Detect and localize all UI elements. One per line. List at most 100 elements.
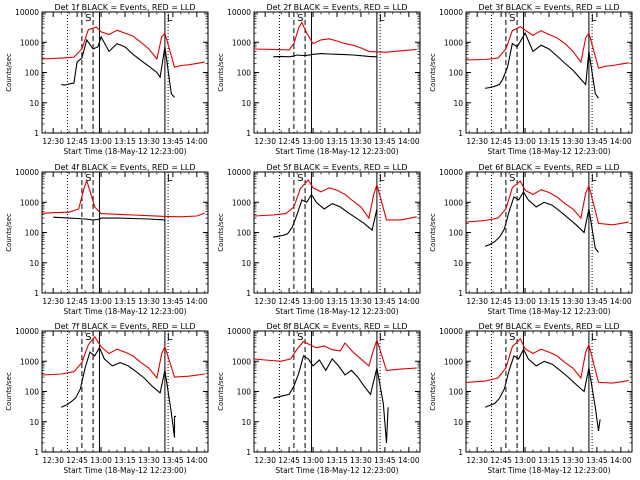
y-tick-label: 100 (449, 69, 464, 78)
y-tick-label: 1 (246, 289, 251, 298)
x-tick-label: 12:45 (66, 456, 88, 465)
x-tick-label: 13:15 (326, 297, 348, 306)
y-tick-label: 10000 (439, 168, 463, 177)
y-tick-label: 10000 (227, 8, 251, 17)
panel-title: Det 7f BLACK = Events, RED = LLD (54, 322, 195, 331)
events-series-line (485, 31, 599, 99)
y-tick-label: 1 (34, 289, 39, 298)
events-series-line (484, 347, 601, 431)
x-tick-label: 13:15 (538, 137, 560, 146)
marker-label: S (509, 13, 515, 24)
x-tick-label: 12:45 (278, 137, 300, 146)
x-tick-label: 13:30 (350, 137, 372, 146)
x-tick-label: 13:00 (90, 456, 112, 465)
chart-panel-7: 1 10 100 1000 10000 12:30 12:45 13:00 13:15 13:30… (5, 322, 209, 475)
y-tick-label: 1000 (232, 198, 251, 207)
y-tick-label: 10000 (15, 8, 39, 17)
y-tick-label: 100 (237, 388, 252, 397)
x-tick-label: 13:00 (90, 297, 112, 306)
x-axis-label: Start Time (18-May-12 12:23:00) (63, 466, 186, 475)
panel-title: Det 1f BLACK = Events, RED = LLD (54, 3, 195, 12)
plot-frame (41, 171, 209, 294)
x-tick-label: 13:45 (374, 297, 396, 306)
y-tick-label: 10000 (439, 8, 463, 17)
x-tick-label: 13:00 (302, 137, 324, 146)
y-tick-label: 100 (25, 229, 40, 238)
x-tick-label: 13:30 (138, 456, 160, 465)
x-tick-label: 14:00 (186, 297, 208, 306)
y-tick-label: 10000 (227, 168, 251, 177)
lld-series-line (253, 21, 417, 53)
x-tick-label: 13:30 (350, 456, 372, 465)
y-tick-label: 10 (453, 99, 463, 108)
chart-panel-2: 1 10 100 1000 10000 12:30 12:45 13:00 13:15 13:30… (217, 3, 421, 156)
x-tick-label: 13:45 (586, 456, 608, 465)
x-axis-label: Start Time (18-May-12 12:23:00) (63, 307, 186, 316)
events-series-line (53, 216, 165, 221)
x-tick-label: 13:00 (90, 137, 112, 146)
x-tick-label: 13:45 (162, 456, 184, 465)
plot-frame (465, 171, 633, 294)
marker-label: L (591, 332, 597, 343)
x-tick-label: 14:00 (610, 137, 632, 146)
marker-label: L (591, 13, 597, 24)
y-tick-label: 10 (241, 99, 251, 108)
marker-label: S (297, 332, 303, 343)
y-tick-label: 100 (237, 229, 252, 238)
x-tick-label: 13:15 (114, 297, 136, 306)
lld-series-line (41, 178, 205, 218)
marker-label: L (167, 13, 173, 24)
y-tick-label: 10000 (227, 327, 251, 336)
marker-label: S (297, 173, 303, 184)
y-tick-label: 10 (29, 99, 39, 108)
panel-title: Det 6f BLACK = Events, RED = LLD (478, 163, 619, 172)
chart-panel-5: 1 10 100 1000 10000 12:30 12:45 13:00 13:15 13:30… (217, 163, 421, 316)
marker-label: L (591, 173, 597, 184)
y-tick-label: 1000 (444, 38, 463, 47)
x-axis-label: Start Time (18-May-12 12:23:00) (487, 307, 610, 316)
x-tick-label: 13:15 (538, 297, 560, 306)
y-tick-label: 10 (29, 259, 39, 268)
y-axis-label: Counts/sec (429, 372, 437, 411)
y-tick-label: 1 (34, 129, 39, 138)
lld-series-line (465, 337, 629, 384)
x-tick-label: 13:15 (114, 137, 136, 146)
x-axis-label: Start Time (18-May-12 12:23:00) (275, 307, 398, 316)
y-axis-label: Counts/sec (217, 372, 225, 411)
y-axis-label: Counts/sec (5, 372, 13, 411)
y-tick-label: 1000 (444, 357, 463, 366)
marker-label: S (509, 332, 515, 343)
x-tick-label: 13:45 (162, 137, 184, 146)
x-tick-label: 13:45 (586, 137, 608, 146)
y-tick-label: 10 (29, 418, 39, 427)
y-tick-label: 1000 (232, 357, 251, 366)
marker-label: S (509, 173, 515, 184)
y-axis-label: Counts/sec (217, 53, 225, 92)
y-tick-label: 1 (458, 448, 463, 457)
y-tick-label: 1 (246, 448, 251, 457)
events-series-line (273, 193, 378, 238)
y-tick-label: 1000 (20, 357, 39, 366)
y-tick-label: 1 (458, 129, 463, 138)
marker-label: S (85, 332, 91, 343)
x-tick-label: 12:45 (278, 297, 300, 306)
y-tick-label: 1000 (444, 198, 463, 207)
y-tick-label: 100 (449, 229, 464, 238)
plot-frame (465, 330, 633, 453)
x-tick-label: 13:30 (562, 297, 584, 306)
events-series-line (485, 190, 599, 253)
x-tick-label: 12:30 (254, 456, 276, 465)
x-tick-label: 12:30 (466, 456, 488, 465)
panel-title: Det 2f BLACK = Events, RED = LLD (266, 3, 407, 12)
x-tick-label: 12:45 (278, 456, 300, 465)
x-tick-label: 13:00 (302, 297, 324, 306)
lld-series-line (41, 335, 205, 380)
y-tick-label: 10 (453, 418, 463, 427)
x-tick-label: 13:15 (538, 456, 560, 465)
x-axis-label: Start Time (18-May-12 12:23:00) (487, 147, 610, 156)
y-axis-label: Counts/sec (429, 213, 437, 252)
marker-label: L (167, 173, 173, 184)
x-tick-label: 12:30 (42, 297, 64, 306)
y-tick-label: 10 (241, 259, 251, 268)
